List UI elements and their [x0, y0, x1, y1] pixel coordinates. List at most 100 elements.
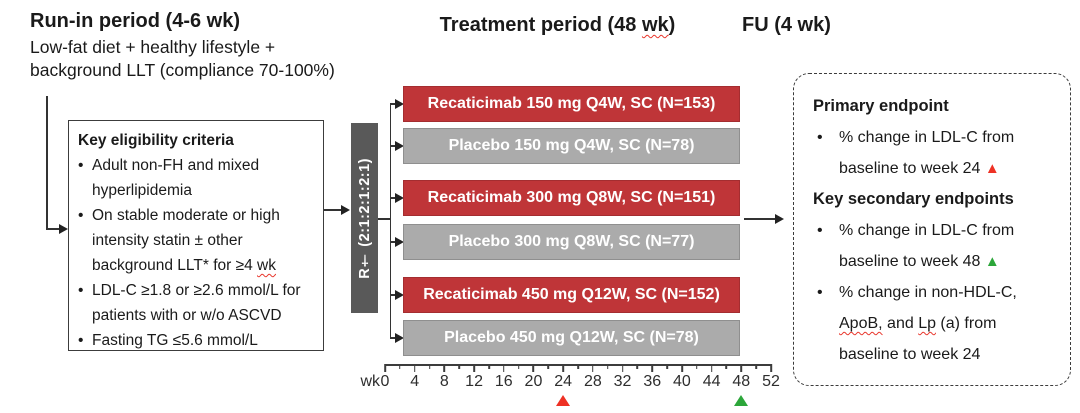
secondary-endpoint-2-line1: % change in non-HDL-C,	[839, 284, 1017, 301]
axis-tick-22	[547, 364, 550, 369]
treatment-title-text: Treatment period (48	[439, 14, 642, 36]
axis-tick-52	[770, 364, 772, 372]
bullet-icon: •	[78, 332, 84, 349]
run-in-subtitle-line1: Low-fat diet + healthy lifestyle +	[30, 37, 276, 57]
arm-placebo-150-q4w: Placebo 150 mg Q4W, SC (N=78)	[403, 128, 740, 164]
eligibility-item-2-line1: On stable moderate or high	[92, 207, 280, 224]
axis-tick-6	[428, 364, 431, 369]
axis-tick-38	[666, 364, 668, 369]
axis-tick-44	[710, 364, 713, 372]
bullet-icon: •	[817, 284, 823, 301]
run-in-connector-arrowhead-icon	[59, 224, 68, 234]
axis-tick-36	[651, 364, 654, 372]
r-to-branch-connector	[378, 218, 391, 220]
branch-arrowhead-arm1-icon	[395, 99, 404, 109]
axis-tick-label-44: 44	[702, 373, 721, 390]
axis-tick-label-0: 0	[380, 373, 390, 390]
axis-tick-40	[681, 364, 683, 372]
axis-tick-16	[502, 364, 505, 372]
eligibility-item-2-line3-text: background LLT* for ≥4	[92, 257, 258, 274]
arms-to-endpoints-connector	[744, 218, 776, 220]
bullet-icon: •	[78, 207, 84, 224]
eligibility-item-1-line1: Adult non-FH and mixed	[92, 157, 260, 174]
eligibility-item-3-line1: LDL-C ≥1.8 or ≥2.6 mmol/L for	[92, 282, 301, 299]
branch-arrowhead-arm6-icon	[395, 333, 404, 343]
run-in-connector-horizontal	[46, 228, 60, 230]
eligibility-item-4: • Fasting TG ≤5.6 mmol/L	[78, 328, 315, 353]
axis-tick-0	[384, 364, 386, 372]
arm-placebo-450-q12w: Placebo 450 mg Q12W, SC (N=78)	[403, 320, 740, 356]
axis-tick-10	[458, 364, 461, 369]
eligibility-item-2: • On stable moderate or high intensity s…	[78, 203, 315, 278]
bullet-icon: •	[817, 129, 823, 146]
branch-line-arm2	[390, 145, 397, 147]
randomization-bar: R† (2:1:2:1:2:1)	[351, 123, 378, 313]
axis-tick-12	[473, 364, 475, 372]
axis-tick-label-40: 40	[673, 373, 691, 390]
axis-tick-30	[606, 364, 609, 369]
randomization-label: R† (2:1:2:1:2:1)	[356, 157, 373, 279]
red-triangle-icon: ▲	[984, 160, 1000, 177]
axis-tick-2	[399, 364, 401, 369]
branch-arrowhead-arm4-icon	[395, 237, 404, 247]
branch-line-arm5	[390, 294, 397, 296]
axis-tick-label-28: 28	[583, 373, 602, 390]
primary-endpoint-line1: % change in LDL-C from	[839, 129, 1015, 146]
eligibility-to-r-arrowhead-icon	[341, 205, 350, 215]
secondary-endpoint-2-and: and	[882, 315, 919, 332]
axis-tick-label-20: 20	[524, 373, 543, 390]
arm-recaticimab-300-q8w: Recaticimab 300 mg Q8W, SC (N=151)	[403, 180, 740, 216]
eligibility-item-3: • LDL-C ≥1.8 or ≥2.6 mmol/L for patients…	[78, 278, 315, 328]
axis-tick-label-16: 16	[494, 373, 513, 390]
run-in-connector-vertical	[46, 96, 48, 230]
arm-recaticimab-150-q4w: Recaticimab 150 mg Q4W, SC (N=153)	[403, 86, 740, 122]
axis-tick-label-24: 24	[554, 373, 573, 390]
branch-line-arm1	[390, 103, 397, 105]
green-triangle-icon: ▲	[984, 253, 1000, 270]
follow-up-title: FU (4 wk)	[742, 14, 831, 36]
eligibility-item-1: • Adult non-FH and mixed hyperlipidemia	[78, 153, 315, 203]
axis-tick-48	[740, 364, 743, 372]
secondary-endpoint-2-line2: ApoB, and Lp (a) from	[839, 308, 1060, 339]
axis-tick-46	[725, 364, 728, 369]
endpoints-box: Primary endpoint • % change in LDL-C fro…	[793, 73, 1071, 386]
run-in-subtitle-line2: background LLT (compliance 70-100%)	[30, 60, 335, 80]
secondary-endpoint-2-apob: ApoB,	[839, 315, 883, 332]
arm-placebo-300-q8w: Placebo 300 mg Q8W, SC (N=77)	[403, 224, 740, 260]
week-axis-unit-label: wk	[360, 373, 380, 390]
branch-line-arm3	[390, 197, 397, 199]
eligibility-item-2-line2: intensity statin ± other	[92, 232, 243, 249]
axis-tick-14	[488, 364, 490, 369]
axis-tick-label-4: 4	[410, 373, 420, 390]
arms-to-endpoints-arrowhead-icon	[775, 214, 784, 224]
secondary-endpoint-2-from: (a) from	[935, 315, 997, 332]
branch-arrowhead-arm2-icon	[395, 141, 404, 151]
secondary-endpoint-2-line3: baseline to week 24	[839, 346, 981, 363]
secondary-endpoint-item-2: • % change in non-HDL-C, ApoB, and Lp (a…	[813, 277, 1060, 370]
axis-tick-42	[695, 364, 698, 369]
eligibility-item-3-line2: patients with or w/o ASCVD	[92, 307, 282, 324]
axis-tick-34	[636, 364, 639, 369]
axis-tick-20	[532, 364, 535, 372]
axis-tick-label-32: 32	[613, 373, 632, 390]
secondary-endpoint-marker-icon	[734, 395, 749, 406]
eligibility-criteria-box: Key eligibility criteria • Adult non-FH …	[68, 120, 324, 351]
eligibility-title: Key eligibility criteria	[78, 132, 234, 149]
branch-vertical-line	[389, 104, 392, 338]
axis-tick-24	[562, 364, 564, 372]
branch-line-arm6	[390, 337, 397, 339]
primary-endpoint-line2: baseline to week 24 ▲	[839, 153, 1060, 184]
bullet-icon: •	[78, 157, 84, 174]
bullet-icon: •	[817, 222, 823, 239]
axis-tick-28	[592, 364, 594, 372]
axis-tick-label-8: 8	[439, 373, 449, 390]
branch-arrowhead-arm3-icon	[395, 193, 404, 203]
axis-tick-26	[577, 364, 579, 369]
axis-tick-18	[517, 364, 520, 369]
axis-tick-label-36: 36	[643, 373, 662, 390]
branch-arrowhead-arm5-icon	[395, 290, 404, 300]
secondary-endpoint-item-1: • % change in LDL-C from baseline to wee…	[813, 215, 1060, 277]
secondary-endpoint-1-line1: % change in LDL-C from	[839, 222, 1015, 239]
eligibility-to-r-connector	[324, 209, 342, 211]
treatment-title-wk: wk	[641, 14, 669, 36]
